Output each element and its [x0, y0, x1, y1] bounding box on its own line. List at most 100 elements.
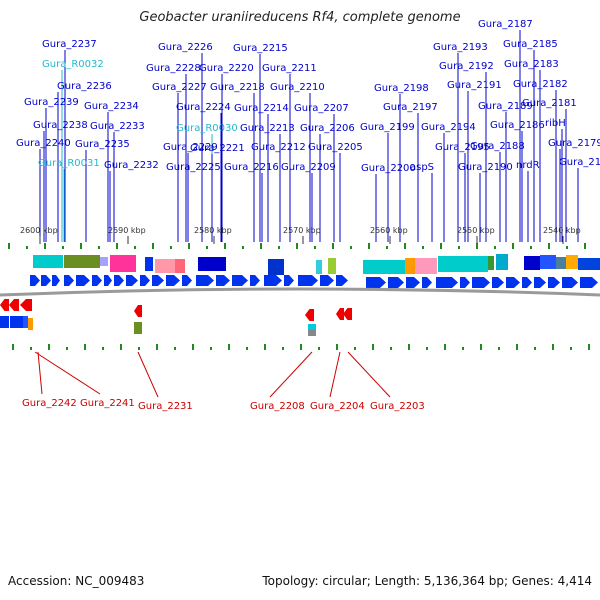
gene-label: Gura_2212 — [251, 142, 306, 153]
forward-gene-arrow — [64, 275, 74, 286]
reverse-gene-arrow — [20, 299, 32, 311]
topology-text: Topology: circular; Length: 5,136,364 bp… — [262, 574, 592, 588]
scale-tick — [570, 347, 572, 350]
reverse-gene-arrow — [305, 309, 314, 321]
forward-gene-arrow — [548, 277, 560, 288]
feature-box — [33, 255, 63, 268]
scale-tick — [300, 344, 302, 350]
feature-box — [145, 257, 153, 271]
scale-tick — [278, 246, 280, 249]
feature-box — [540, 255, 556, 269]
scale-tick — [84, 344, 86, 350]
gene-label: Gura_2182 — [513, 79, 568, 90]
gene-label: Gura_2188 — [470, 141, 525, 152]
feature-box — [268, 259, 284, 275]
genome-backbone — [0, 287, 600, 297]
forward-gene-arrow — [472, 277, 490, 288]
scale-tick — [138, 347, 140, 350]
gene-label: Gura_2240 — [16, 138, 71, 149]
scale-tick — [296, 243, 298, 249]
gene-label: Gura_2229 — [163, 142, 218, 153]
ruler-label: 2600 kbp — [20, 226, 58, 235]
forward-gene-arrow — [92, 275, 102, 286]
gene-label: ribH — [545, 118, 566, 129]
label-connector-line — [269, 351, 313, 398]
reverse-gene-arrow — [134, 305, 142, 317]
map-title: Geobacter uraniireducens Rf4, complete g… — [139, 10, 461, 25]
gene-label: Gura_2186 — [490, 120, 545, 131]
scale-tick — [422, 246, 424, 249]
scale-tick — [8, 243, 10, 249]
feature-box — [64, 255, 100, 268]
scale-tick — [512, 243, 514, 249]
scale-tick — [188, 243, 190, 249]
gene-label: Gura_2203 — [370, 401, 425, 412]
gene-label: Gura_R0030 — [176, 123, 238, 134]
gene-label: nrdR — [516, 160, 540, 171]
gene-label: Gura_2216 — [224, 162, 279, 173]
label-connector-line — [37, 351, 43, 395]
forward-gene-arrow — [41, 275, 51, 286]
gene-label: Gura_2190 — [458, 162, 513, 173]
scale-tick — [498, 347, 500, 350]
gene-label: Gura_2183 — [504, 59, 559, 70]
scale-tick — [440, 243, 442, 249]
feature-box — [100, 257, 108, 266]
scale-tick — [566, 246, 568, 249]
forward-gene-arrow — [506, 277, 520, 288]
forward-gene-arrow — [250, 275, 260, 286]
gene-label: Gura_2241 — [80, 398, 135, 409]
gene-label: Gura_2200 — [361, 163, 416, 174]
scale-tick — [408, 344, 410, 350]
feature-box — [0, 316, 9, 328]
gene-label: Gura_2225 — [166, 162, 221, 173]
forward-gene-arrow — [336, 275, 348, 286]
feature-box — [556, 257, 566, 269]
gene-label: Gura_2226 — [158, 42, 213, 53]
gene-label: Gura_2234 — [84, 101, 139, 112]
label-connector-line — [347, 351, 391, 398]
gene-label: Gura_2187 — [478, 19, 533, 30]
gene-label: Gura_2192 — [439, 61, 494, 72]
scale-tick — [462, 347, 464, 350]
forward-gene-arrow — [406, 277, 420, 288]
scale-tick — [260, 243, 262, 249]
gene-label: Gura_2232 — [104, 160, 159, 171]
gene-label: Gura_2198 — [374, 83, 429, 94]
forward-gene-arrow — [30, 275, 40, 286]
scale-tick — [318, 347, 320, 350]
reverse-gene-arrow — [343, 308, 352, 320]
feature-box — [405, 258, 415, 274]
gene-label: Gura_2204 — [310, 401, 365, 412]
scale-tick — [494, 246, 496, 249]
gene-label: Gura_2221 — [190, 143, 245, 154]
forward-gene-arrow — [298, 275, 318, 286]
scale-tick — [170, 246, 172, 249]
gene-label: Gura_2211 — [262, 63, 317, 74]
gene-label: Gura_2207 — [294, 103, 349, 114]
feature-box — [328, 258, 336, 274]
feature-box — [566, 255, 578, 269]
forward-gene-arrow — [366, 277, 386, 288]
feature-box — [10, 316, 23, 328]
forward-gene-arrow — [580, 277, 598, 288]
gene-label: Gura_2231 — [138, 401, 193, 412]
gene-label: Gura_2218 — [210, 82, 265, 93]
scale-tick — [192, 344, 194, 350]
gene-label: Gura_2224 — [176, 102, 231, 113]
scale-tick — [476, 243, 478, 249]
forward-gene-arrow — [436, 277, 458, 288]
scale-tick — [44, 243, 46, 249]
forward-gene-arrow — [522, 277, 532, 288]
feature-box — [488, 256, 494, 270]
scale-tick — [534, 347, 536, 350]
forward-gene-arrow — [492, 277, 504, 288]
scale-tick — [426, 347, 428, 350]
ruler-label: 2590 kbp — [108, 226, 146, 235]
gene-label: Gura_2214 — [234, 103, 289, 114]
gene-label: Gura_2242 — [22, 398, 77, 409]
gene-label: Gura_2191 — [447, 80, 502, 91]
reverse-gene-arrow — [0, 299, 9, 311]
forward-gene-arrow — [264, 275, 282, 286]
gene-label: Gura_2227 — [152, 82, 207, 93]
